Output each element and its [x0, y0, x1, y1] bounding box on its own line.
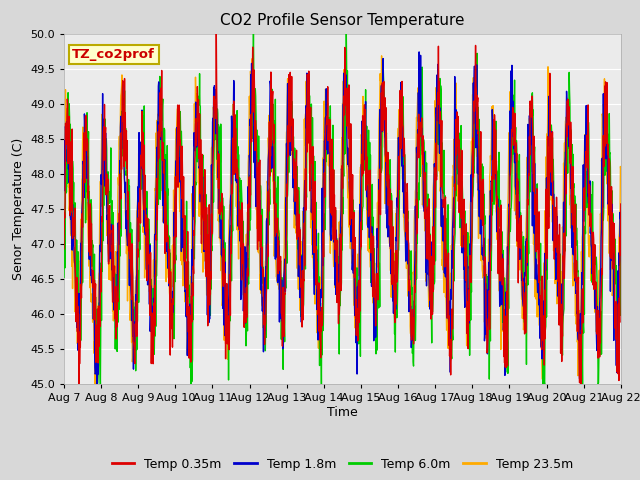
X-axis label: Time: Time [327, 406, 358, 419]
Y-axis label: Senor Temperature (C): Senor Temperature (C) [12, 138, 24, 280]
Legend: Temp 0.35m, Temp 1.8m, Temp 6.0m, Temp 23.5m: Temp 0.35m, Temp 1.8m, Temp 6.0m, Temp 2… [107, 453, 578, 476]
Text: TZ_co2prof: TZ_co2prof [72, 48, 156, 61]
Title: CO2 Profile Sensor Temperature: CO2 Profile Sensor Temperature [220, 13, 465, 28]
